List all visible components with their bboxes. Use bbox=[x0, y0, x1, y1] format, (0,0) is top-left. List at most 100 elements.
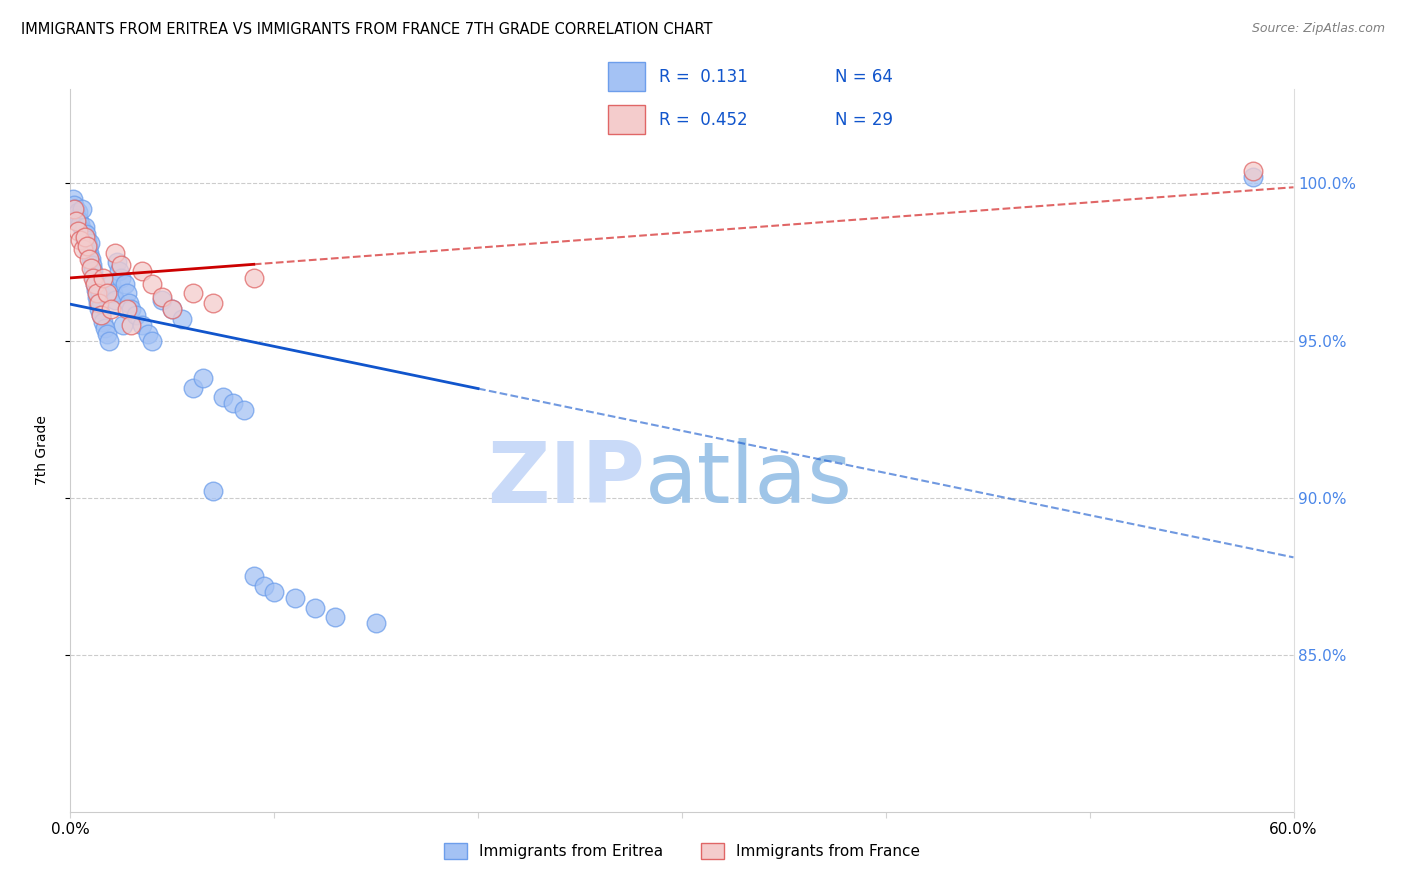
Point bbox=[121, 318, 143, 332]
Point bbox=[191, 371, 214, 385]
Point bbox=[90, 309, 112, 323]
Point bbox=[82, 270, 104, 285]
Point bbox=[108, 264, 131, 278]
Point bbox=[94, 321, 117, 335]
Point bbox=[121, 302, 143, 317]
Point bbox=[100, 277, 122, 291]
Point bbox=[63, 198, 86, 212]
Point bbox=[63, 202, 86, 216]
Point bbox=[75, 227, 97, 241]
Point bbox=[253, 578, 276, 592]
Point bbox=[83, 270, 105, 285]
Point bbox=[77, 252, 100, 266]
Point bbox=[232, 402, 254, 417]
Point bbox=[172, 311, 194, 326]
Point bbox=[202, 484, 225, 499]
Point bbox=[82, 264, 104, 278]
Point bbox=[243, 270, 266, 285]
Point bbox=[243, 569, 266, 583]
Point bbox=[323, 610, 347, 624]
Point bbox=[110, 258, 132, 272]
Point bbox=[86, 286, 108, 301]
Point bbox=[162, 302, 183, 317]
Point bbox=[284, 591, 307, 606]
Point bbox=[124, 309, 146, 323]
Point bbox=[69, 214, 91, 228]
Point bbox=[131, 264, 153, 278]
Point bbox=[66, 211, 89, 225]
Point bbox=[87, 295, 110, 310]
Point bbox=[72, 223, 94, 237]
Point bbox=[100, 302, 122, 317]
Point bbox=[70, 202, 93, 216]
Point bbox=[69, 233, 91, 247]
Point bbox=[150, 293, 173, 307]
Point bbox=[366, 616, 388, 631]
Point bbox=[65, 202, 87, 216]
Point bbox=[136, 327, 159, 342]
Point bbox=[69, 217, 91, 231]
Point bbox=[79, 261, 103, 276]
Point bbox=[65, 208, 87, 222]
Point bbox=[118, 295, 141, 310]
Point bbox=[83, 277, 105, 291]
Point bbox=[79, 236, 101, 251]
Point bbox=[98, 334, 121, 348]
Point bbox=[76, 239, 98, 253]
Point bbox=[72, 230, 94, 244]
Point bbox=[114, 277, 136, 291]
Point bbox=[105, 255, 128, 269]
Point bbox=[96, 286, 118, 301]
Legend: Immigrants from Eritrea, Immigrants from France: Immigrants from Eritrea, Immigrants from… bbox=[437, 838, 927, 865]
Point bbox=[1241, 170, 1264, 185]
Point bbox=[67, 223, 90, 237]
Point bbox=[212, 390, 235, 404]
Point bbox=[112, 318, 135, 332]
Point bbox=[181, 381, 204, 395]
Point bbox=[141, 277, 163, 291]
Text: R =  0.452: R = 0.452 bbox=[659, 111, 748, 128]
Point bbox=[131, 318, 153, 332]
Point bbox=[89, 286, 111, 301]
Text: N = 29: N = 29 bbox=[835, 111, 893, 128]
Point bbox=[77, 245, 100, 260]
Point bbox=[73, 230, 96, 244]
Y-axis label: 7th Grade: 7th Grade bbox=[35, 416, 49, 485]
Point bbox=[222, 396, 245, 410]
Point bbox=[83, 277, 105, 291]
Text: Source: ZipAtlas.com: Source: ZipAtlas.com bbox=[1251, 22, 1385, 36]
Point bbox=[76, 233, 98, 247]
Point bbox=[141, 334, 163, 348]
Point bbox=[79, 252, 103, 266]
Point bbox=[87, 295, 110, 310]
Text: atlas: atlas bbox=[645, 438, 853, 521]
Point bbox=[304, 600, 326, 615]
Text: N = 64: N = 64 bbox=[835, 68, 893, 86]
Point bbox=[117, 302, 139, 317]
Point bbox=[181, 286, 204, 301]
Point bbox=[90, 309, 112, 323]
Point bbox=[104, 293, 127, 307]
Point bbox=[80, 258, 103, 272]
Point bbox=[72, 243, 94, 257]
Point bbox=[162, 302, 183, 317]
Point bbox=[87, 302, 110, 317]
Point bbox=[101, 286, 124, 301]
Point bbox=[110, 270, 132, 285]
Point bbox=[86, 289, 108, 303]
Point bbox=[91, 315, 114, 329]
Text: IMMIGRANTS FROM ERITREA VS IMMIGRANTS FROM FRANCE 7TH GRADE CORRELATION CHART: IMMIGRANTS FROM ERITREA VS IMMIGRANTS FR… bbox=[21, 22, 713, 37]
Point bbox=[73, 220, 96, 235]
Point bbox=[96, 327, 118, 342]
Point bbox=[65, 214, 87, 228]
Text: R =  0.131: R = 0.131 bbox=[659, 68, 748, 86]
Point bbox=[91, 270, 114, 285]
Point bbox=[84, 283, 107, 297]
Point bbox=[263, 584, 285, 599]
Point bbox=[117, 286, 139, 301]
Point bbox=[150, 289, 173, 303]
Point bbox=[76, 239, 98, 253]
Point bbox=[67, 204, 90, 219]
Point bbox=[104, 245, 127, 260]
Point bbox=[202, 295, 225, 310]
